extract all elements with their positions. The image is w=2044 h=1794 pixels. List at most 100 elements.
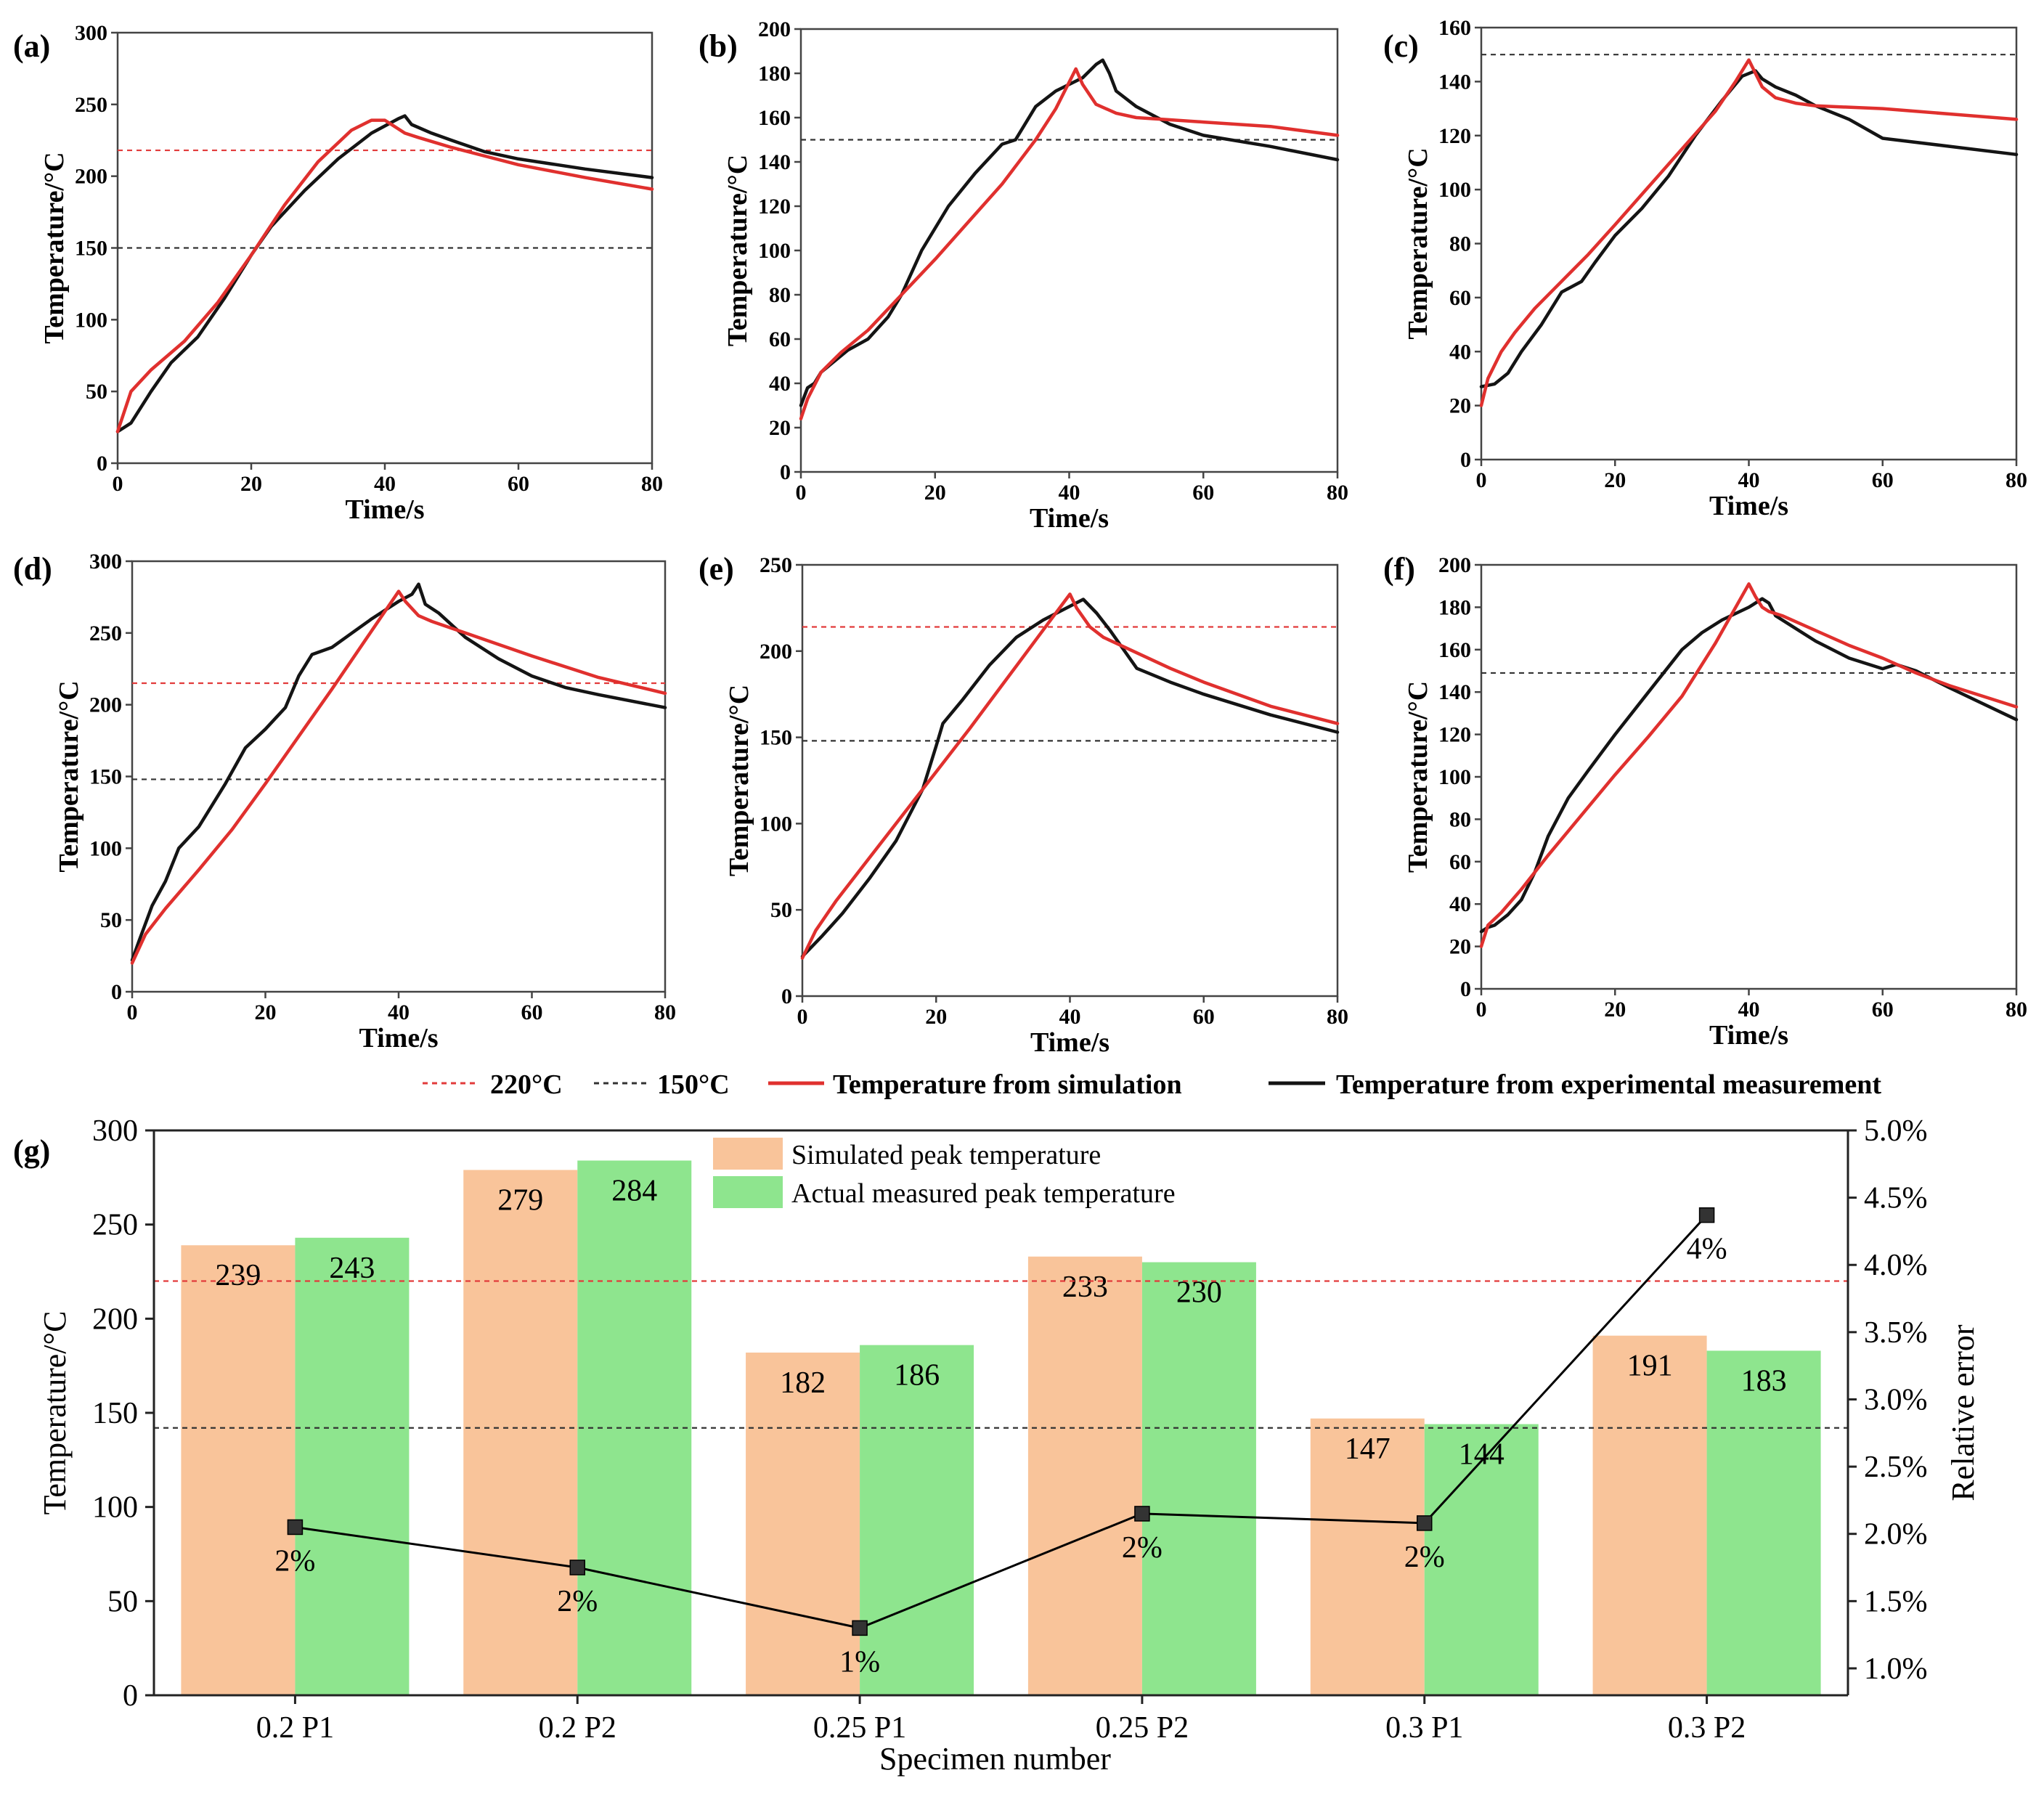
chart-panel-a: (a) 0 50 100 150 200 250 300 0 20 40 60 80 Time/s Temp… [13, 21, 663, 525]
panel-label: (c) [1383, 28, 1419, 64]
simulation-series-line [799, 67, 1340, 421]
legend-measured-swatch [713, 1176, 783, 1208]
x-tick-label: 40 [1738, 998, 1760, 1022]
x-tick-label: 40 [1059, 1005, 1081, 1029]
relative-error-label: 2% [557, 1585, 598, 1618]
y-tick-label: 50 [770, 898, 792, 922]
x-axis-label: Time/s [1709, 491, 1788, 521]
y-tick-label: 0 [780, 460, 791, 484]
relative-error-marker [852, 1620, 868, 1636]
y-tick-label: 60 [1449, 850, 1471, 874]
y-tick-label: 300 [92, 1114, 138, 1148]
y-tick-label: 0 [97, 452, 107, 476]
x-tick-label: 60 [521, 1000, 543, 1024]
x-tick-label: 60 [1193, 1005, 1215, 1029]
y-tick-label: 250 [89, 621, 122, 645]
category-label: 0.25 P1 [813, 1711, 906, 1745]
chart-panel-c: (c) 0 20 40 60 80 100 120 140 160 0 20 40 60 80 Time/s T… [1383, 16, 2027, 521]
x-tick-label: 20 [924, 481, 946, 505]
simulated-bar-label: 191 [1627, 1350, 1673, 1383]
panel-label: (d) [13, 551, 52, 587]
experimental-series-line [1479, 597, 2019, 934]
y-tick-label: 140 [758, 150, 791, 174]
y-tick-label: 40 [1449, 340, 1471, 364]
bar-legend: Simulated peak temperature Actual measure… [713, 1138, 1176, 1209]
simulation-series-line [1479, 582, 2019, 948]
y-tick-label: 200 [75, 165, 107, 189]
chart-panel-g: (g)2392791822331471912432841862301441832… [13, 1114, 1981, 1777]
right-tick-label: 5.0% [1864, 1114, 1928, 1148]
x-tick-label: 20 [255, 1000, 277, 1024]
relative-error-marker [1417, 1515, 1433, 1531]
category-label: 0.3 P1 [1385, 1711, 1463, 1745]
legend-exp-label: Temperature from experimental measuremen… [1336, 1069, 1881, 1100]
y-tick-label: 100 [1438, 178, 1471, 202]
y-tick-label: 120 [758, 195, 791, 219]
y-tick-label: 40 [769, 372, 791, 396]
simulated-bar [181, 1245, 296, 1695]
relative-error-label: 1% [839, 1645, 880, 1679]
legend-220-label: 220°C [490, 1069, 563, 1100]
chart-panel-f: (f) 0 20 40 60 80 100 120 140 160 180 200 0 20 40 60 80 T… [1383, 551, 2027, 1051]
y-tick-label: 250 [92, 1209, 138, 1242]
y-axis-label: Temperature/°C [54, 680, 84, 872]
measured-bar [860, 1345, 974, 1695]
top-legend: 220°C 150°C Temperature from simulation … [423, 1069, 1881, 1100]
x-tick-label: 80 [1327, 1005, 1348, 1029]
x-tick-label: 80 [2006, 998, 2027, 1022]
x-tick-label: 0 [127, 1000, 138, 1024]
x-tick-label: 0 [113, 472, 123, 496]
y-tick-label: 0 [1460, 448, 1471, 472]
y-tick-label: 0 [111, 980, 122, 1004]
legend-150-label: 150°C [657, 1069, 730, 1100]
y-tick-label: 40 [1449, 892, 1471, 916]
y-tick-label: 80 [1449, 807, 1471, 831]
y-tick-label: 0 [123, 1679, 138, 1713]
panel-label: (g) [13, 1133, 50, 1169]
y-tick-label: 120 [1438, 124, 1471, 148]
relative-error-line [295, 1214, 1708, 1629]
y-tick-label: 200 [92, 1302, 138, 1336]
right-tick-label: 3.5% [1864, 1316, 1928, 1350]
y-tick-label: 200 [89, 693, 122, 717]
legend-sim-label: Temperature from simulation [833, 1069, 1182, 1100]
experimental-series-line [130, 582, 667, 962]
y-tick-label: 20 [769, 416, 791, 440]
x-tick-label: 80 [1327, 481, 1348, 505]
x-tick-label: 60 [1872, 998, 1894, 1022]
right-tick-label: 4.5% [1864, 1182, 1928, 1215]
right-tick-label: 4.0% [1864, 1249, 1928, 1282]
x-tick-label: 80 [641, 472, 663, 496]
y-tick-label: 100 [760, 812, 792, 836]
x-tick-label: 40 [1059, 481, 1080, 505]
y-tick-label: 150 [760, 726, 792, 750]
y-tick-label: 200 [1438, 553, 1471, 577]
chart-panel-d: (d) 0 50 100 150 200 250 300 0 20 40 60 80 Time/s Temp… [13, 550, 676, 1053]
x-axis-label: Time/s [359, 1023, 438, 1053]
panel-label: (b) [699, 28, 738, 64]
experimental-series-line [115, 114, 654, 433]
relative-error-label: 2% [1122, 1531, 1163, 1565]
plot-frame [801, 563, 1339, 998]
simulation-series-line [1479, 58, 2019, 407]
y-tick-label: 250 [760, 553, 792, 577]
x-tick-label: 60 [1872, 468, 1894, 492]
x-tick-label: 0 [796, 481, 807, 505]
y-tick-label: 180 [1438, 595, 1471, 619]
y-tick-label: 180 [758, 62, 791, 86]
y-tick-label: 100 [75, 308, 107, 332]
simulated-bar [1592, 1335, 1707, 1695]
x-axis-label: Specimen number [879, 1741, 1111, 1777]
y-axis-label: Temperature/°C [722, 155, 753, 346]
y-tick-label: 20 [1449, 935, 1471, 959]
plot-frame [131, 560, 667, 993]
simulated-bar [746, 1353, 860, 1695]
x-tick-label: 20 [1604, 468, 1626, 492]
y-tick-label: 250 [75, 93, 107, 117]
measured-bar-label: 243 [329, 1252, 375, 1285]
y-axis-label: Temperature/°C [37, 1311, 73, 1515]
y-axis-label: Temperature/°C [724, 685, 754, 876]
y-axis-label: Temperature/°C [39, 152, 70, 343]
y-tick-label: 200 [758, 17, 791, 41]
y-tick-label: 50 [100, 908, 122, 932]
